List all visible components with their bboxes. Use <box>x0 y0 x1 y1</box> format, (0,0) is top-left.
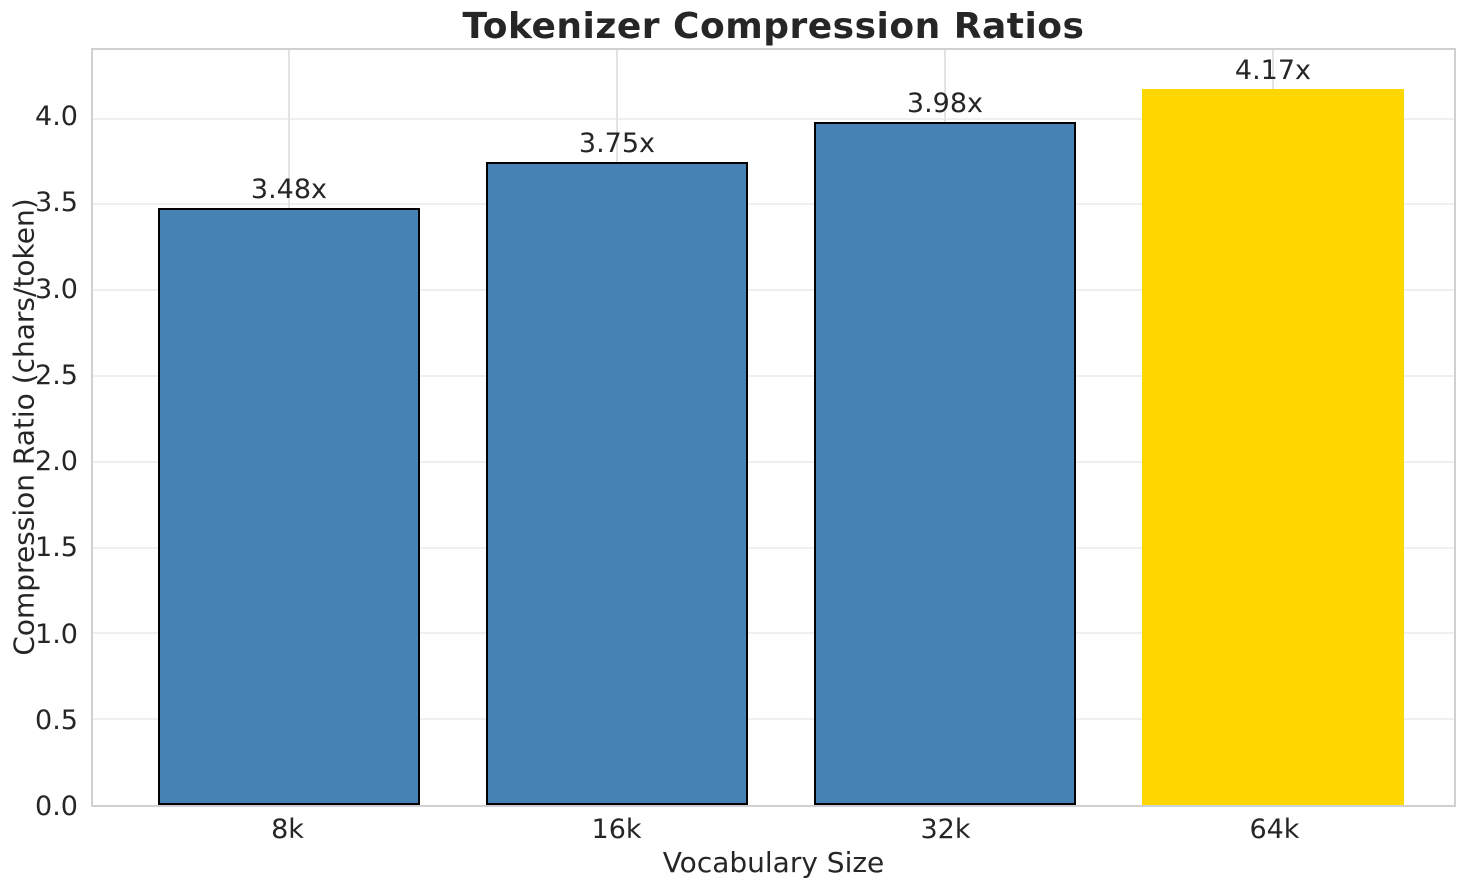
y-tick-label: 3.0 <box>35 273 78 305</box>
horizontal-gridline <box>93 117 1454 120</box>
y-tick-label: 4.0 <box>35 101 78 132</box>
horizontal-gridline <box>93 203 1454 206</box>
y-axis-label: Compression Ratio (chars/token) <box>7 198 41 656</box>
x-tick-label-8k: 8k <box>271 814 304 845</box>
horizontal-gridline <box>93 718 1454 721</box>
horizontal-gridline <box>93 546 1454 549</box>
bar-16k <box>485 161 749 805</box>
horizontal-gridline <box>93 289 1454 292</box>
x-tick-label-16k: 16k <box>591 814 642 845</box>
bar-value-label-8k: 3.48x <box>250 173 328 205</box>
bar-value-label-32k: 3.98x <box>906 88 984 120</box>
bar-value-label-16k: 3.75x <box>578 127 656 159</box>
y-tick-label: 2.0 <box>35 446 78 477</box>
chart-title: Tokenizer Compression Ratios <box>462 6 1085 47</box>
bar-64k <box>1141 89 1405 805</box>
horizontal-gridline <box>93 632 1454 635</box>
x-tick-label-64k: 64k <box>1249 814 1300 845</box>
y-tick-label: 0.0 <box>35 791 78 822</box>
y-tick-label: 1.5 <box>35 532 78 564</box>
bar-value-label-64k: 4.17x <box>1234 55 1312 87</box>
y-tick-label: 0.5 <box>35 704 78 736</box>
y-tick-label: 2.5 <box>35 359 78 391</box>
horizontal-gridline <box>93 460 1454 463</box>
x-axis-label: Vocabulary Size <box>662 846 885 879</box>
x-tick-label-32k: 32k <box>920 814 971 845</box>
y-tick-label: 3.5 <box>35 187 78 219</box>
bar-8k <box>157 207 421 805</box>
y-tick-label: 1.0 <box>35 618 78 650</box>
horizontal-gridline <box>93 375 1454 378</box>
plot-area: 3.48x 3.75x 3.98x 4.17x <box>91 48 1456 807</box>
bar-32k <box>813 122 1077 805</box>
